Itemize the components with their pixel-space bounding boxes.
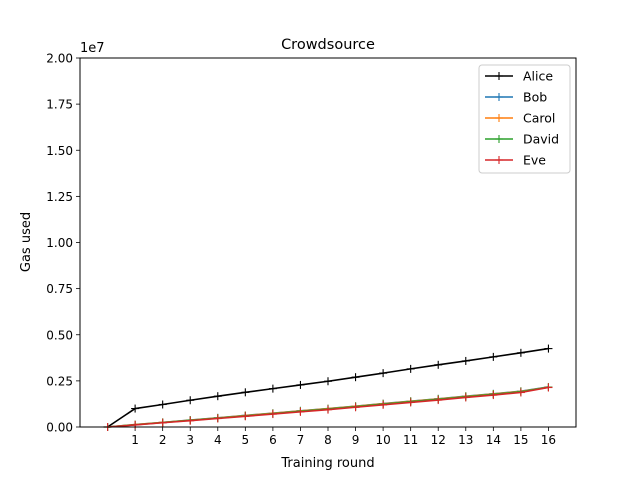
y-tick-label: 1.75 — [46, 98, 73, 112]
legend-item-david: David — [485, 132, 559, 147]
data-point — [379, 400, 388, 409]
legend-item-alice: Alice — [485, 69, 553, 84]
data-point — [268, 384, 277, 393]
y-tick-label: 0.75 — [46, 282, 73, 296]
data-point — [158, 400, 167, 409]
data-point — [186, 396, 195, 405]
x-tick-label: 11 — [403, 433, 418, 447]
x-tick-label: 12 — [431, 433, 446, 447]
data-point — [434, 360, 443, 369]
x-tick-label: 14 — [486, 433, 501, 447]
data-point — [351, 403, 360, 412]
data-point — [296, 407, 305, 416]
data-point — [406, 398, 415, 407]
data-point — [406, 364, 415, 373]
data-point — [213, 392, 222, 401]
y-tick-label: 1.50 — [46, 144, 73, 158]
data-point — [158, 418, 167, 427]
y-tick-label: 0.25 — [46, 374, 73, 388]
data-point — [241, 412, 250, 421]
legend: Alice Bob Carol David Eve — [478, 64, 571, 174]
data-point — [489, 352, 498, 361]
x-tick-label: 16 — [541, 433, 556, 447]
y-ticks: 0.00 0.25 0.50 0.75 1.00 1.25 1.50 1.75 2.00 — [46, 52, 80, 435]
x-tick-label: 1 — [131, 433, 139, 447]
x-tick-label: 10 — [375, 433, 390, 447]
chart-title: Crowdsource — [281, 37, 375, 53]
data-point — [351, 373, 360, 382]
x-axis-label: Training round — [280, 456, 374, 471]
data-point — [544, 383, 553, 392]
data-point — [186, 416, 195, 425]
x-tick-label: 7 — [297, 433, 305, 447]
data-point — [379, 369, 388, 378]
y-tick-label: 0.50 — [46, 328, 73, 342]
legend-label: Bob — [523, 90, 547, 105]
legend-label: Eve — [523, 153, 546, 168]
y-offset-label: 1e7 — [80, 41, 105, 56]
x-ticks: 1 2 3 4 5 6 7 8 9 10 11 12 13 14 15 16 — [131, 427, 556, 447]
data-point — [489, 391, 498, 400]
x-tick-label: 15 — [513, 433, 528, 447]
y-tick-label: 1.00 — [46, 236, 73, 250]
series-eve — [103, 383, 553, 431]
data-point — [296, 380, 305, 389]
plot-frame — [79, 57, 577, 428]
data-point — [516, 388, 525, 397]
x-tick-label: 8 — [324, 433, 332, 447]
data-point — [461, 356, 470, 365]
x-tick-label: 4 — [214, 433, 222, 447]
y-tick-label: 2.00 — [46, 52, 73, 66]
legend-box — [478, 64, 571, 174]
x-tick-label: 6 — [269, 433, 277, 447]
x-tick-label: 13 — [458, 433, 473, 447]
y-tick-label: 1.25 — [46, 190, 73, 204]
data-point — [131, 420, 140, 429]
data-point — [241, 388, 250, 397]
data-point — [461, 393, 470, 402]
data-point — [324, 405, 332, 414]
legend-label: Carol — [523, 111, 555, 126]
data-point — [434, 396, 443, 405]
data-point — [324, 377, 332, 386]
data-point — [213, 414, 222, 423]
x-tick-label: 5 — [242, 433, 250, 447]
legend-item-carol: Carol — [485, 111, 555, 126]
legend-item-bob: Bob — [485, 90, 547, 105]
y-tick-label: 0.00 — [46, 421, 73, 435]
data-point — [131, 404, 140, 413]
legend-label: David — [523, 132, 559, 147]
data-point — [516, 348, 525, 357]
data-point — [268, 410, 277, 419]
series-layer — [103, 344, 553, 431]
y-axis-label: Gas used — [19, 212, 34, 272]
data-point — [544, 344, 553, 353]
legend-label: Alice — [523, 69, 553, 84]
x-tick-label: 3 — [186, 433, 194, 447]
x-tick-label: 2 — [159, 433, 167, 447]
x-tick-label: 9 — [352, 433, 360, 447]
legend-item-eve: Eve — [485, 153, 546, 168]
